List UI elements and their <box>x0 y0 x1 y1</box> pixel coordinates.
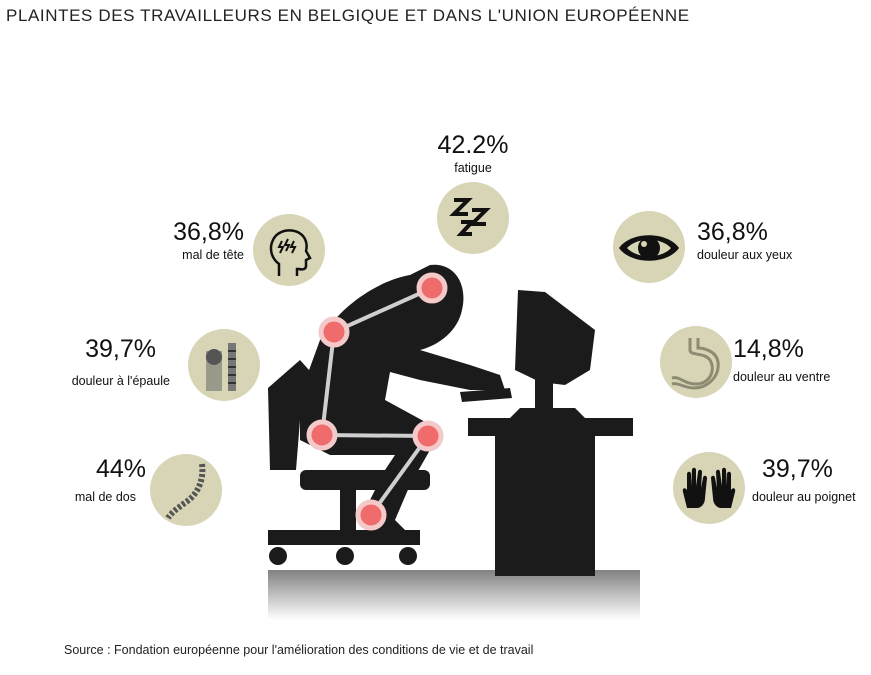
shoulder-icon <box>206 343 236 391</box>
wrist-value: 39,7% <box>762 455 833 483</box>
shoulder-value: 39,7% <box>85 335 156 363</box>
stat-head: 36,8% mal de tête <box>120 218 244 263</box>
zzz-icon <box>449 198 491 236</box>
spine-icon <box>165 463 206 520</box>
hands-icon <box>682 467 736 508</box>
person-silhouette <box>300 264 505 540</box>
joint-foot <box>355 499 387 531</box>
joint-skeleton <box>306 272 448 531</box>
head-label: mal de tête <box>182 248 244 262</box>
eye-icon <box>619 235 679 261</box>
shoulder-label: douleur à l'épaule <box>71 374 170 388</box>
head-value: 36,8% <box>173 218 244 246</box>
stomach-value: 14,8% <box>733 335 804 363</box>
source-note: Source : Fondation européenne pour l'amé… <box>64 643 534 657</box>
shoulder-circle <box>188 329 260 401</box>
stomach-icon <box>671 338 720 390</box>
wrist-label: douleur au poignet <box>752 490 856 504</box>
stat-stomach: 14,8% douleur au ventre <box>733 335 831 385</box>
eyes-circle <box>613 211 685 283</box>
floor-reflection <box>268 570 640 620</box>
joint-knee <box>412 420 444 452</box>
back-label: mal de dos <box>74 490 136 504</box>
stomach-circle <box>660 326 732 398</box>
stat-wrist: 39,7% douleur au poignet <box>752 455 856 505</box>
back-value: 44% <box>95 455 146 483</box>
head-icon <box>269 229 312 276</box>
fatigue-label: fatigue <box>454 161 492 175</box>
stomach-label: douleur au ventre <box>733 370 831 384</box>
joint-head <box>416 272 448 304</box>
back-circle <box>150 454 222 526</box>
fatigue-value: 42.2% <box>437 131 509 159</box>
wrist-circle <box>673 452 745 524</box>
stat-back: 44% mal de dos <box>60 455 146 505</box>
eyes-label: douleur aux yeux <box>697 248 793 262</box>
stat-eyes: 36,8% douleur aux yeux <box>697 218 793 263</box>
head-circle <box>253 214 325 286</box>
desk-and-monitor <box>460 290 633 576</box>
stat-shoulder: 39,7% douleur à l'épaule <box>50 335 170 389</box>
joint-shoulder <box>318 316 350 348</box>
stat-fatigue: 42.2% fatigue <box>430 131 516 176</box>
page-title: PLAINTES DES TRAVAILLEURS EN BELGIQUE ET… <box>6 6 690 25</box>
joint-hip <box>306 419 338 451</box>
fatigue-circle <box>437 182 509 254</box>
eyes-value: 36,8% <box>697 218 768 246</box>
